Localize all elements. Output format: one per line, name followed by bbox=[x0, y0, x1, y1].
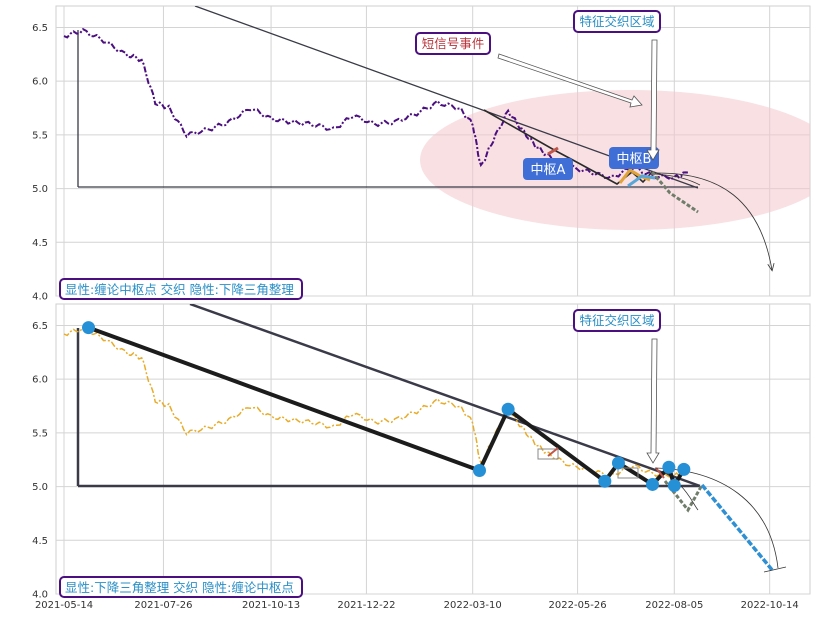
bottom-y-tick-label: 5.5 bbox=[32, 428, 48, 439]
bottom-x-ticks: 2021-05-14 2021-07-26 2021-10-13 2021-12-22… bbox=[35, 600, 799, 611]
top-price-line bbox=[63, 27, 688, 181]
bottom-projection-blue bbox=[700, 483, 775, 573]
bottom-zigzag-nodes bbox=[82, 321, 691, 493]
top-y-tick-label: 6.5 bbox=[32, 23, 48, 34]
zigzag-node bbox=[662, 460, 676, 474]
bottom-gridlines bbox=[56, 304, 810, 595]
zigzag-node bbox=[677, 462, 691, 476]
top-feature-zone-annotation: 特征交织区域 bbox=[573, 10, 661, 161]
pivot-b-box: 中枢B bbox=[609, 147, 659, 169]
top-projection-blue bbox=[627, 174, 656, 188]
top-y-tick-label: 5.5 bbox=[32, 130, 48, 141]
bottom-feature-zone-text: 特征交织区域 bbox=[579, 313, 654, 328]
top-feature-zone-arrow bbox=[646, 39, 660, 161]
bottom-feature-zone-annotation: 特征交织区域 bbox=[573, 309, 661, 464]
top-zigzag-overlay bbox=[483, 109, 653, 185]
bottom-y-tick-label: 5.0 bbox=[32, 482, 48, 493]
zigzag-node bbox=[82, 321, 96, 335]
x-tick-label: 2021-07-26 bbox=[134, 600, 192, 611]
bottom-plot-area bbox=[55, 303, 811, 595]
bottom-y-tick-label: 4.5 bbox=[32, 536, 48, 547]
x-tick-label: 2021-05-14 bbox=[35, 600, 93, 611]
bottom-y-ticks: 4.0 4.5 5.0 5.5 6.0 6.5 bbox=[32, 321, 48, 601]
x-tick-label: 2022-05-26 bbox=[549, 600, 607, 611]
x-tick-label: 2021-10-13 bbox=[242, 600, 300, 611]
top-projection-curve bbox=[654, 172, 772, 270]
zigzag-node bbox=[611, 456, 625, 470]
bottom-triangle-upper-line bbox=[189, 304, 701, 488]
bottom-price-line bbox=[63, 326, 688, 479]
bottom-panel-label-text: 显性:下降三角整理 交织 隐性:缠论中枢点 bbox=[65, 580, 294, 595]
x-tick-label: 2022-10-14 bbox=[741, 600, 799, 611]
top-panel-label: 显性:缠论中枢点 交织 隐性:下降三角整理 bbox=[59, 278, 303, 300]
top-panel-label-text: 显性:缠论中枢点 交织 隐性:下降三角整理 bbox=[65, 282, 294, 297]
bottom-small-box-a bbox=[537, 448, 559, 460]
bottom-small-box-b bbox=[617, 467, 639, 479]
short-signal-annotation: 短信号事件 bbox=[415, 32, 643, 108]
bottom-y-tick-label: 4.0 bbox=[32, 590, 48, 601]
x-tick-label: 2022-03-10 bbox=[444, 600, 502, 611]
zigzag-node bbox=[598, 474, 612, 488]
bottom-feature-zone-arrow bbox=[646, 338, 660, 464]
pivot-a-label: 中枢A bbox=[531, 163, 566, 178]
top-y-tick-label: 4.0 bbox=[32, 292, 48, 303]
top-y-ticks: 4.0 4.5 5.0 5.5 6.0 6.5 bbox=[32, 23, 48, 303]
zigzag-node bbox=[646, 477, 660, 491]
x-tick-label: 2021-12-22 bbox=[337, 600, 395, 611]
top-curve-arc bbox=[654, 173, 701, 186]
x-tick-label: 2022-08-05 bbox=[645, 600, 703, 611]
bottom-small-red-mark bbox=[547, 447, 559, 457]
top-feature-zone-text: 特征交织区域 bbox=[579, 14, 654, 29]
zigzag-node bbox=[501, 402, 515, 416]
bottom-panel-label: 显性:下降三角整理 交织 隐性:缠论中枢点 bbox=[59, 576, 303, 598]
pivot-b-label: 中枢B bbox=[617, 152, 652, 167]
top-panel: 4.0 4.5 5.0 5.5 6.0 6.5 中枢A 中枢B bbox=[32, 5, 811, 303]
bottom-small-red-mark-b bbox=[655, 467, 665, 479]
zigzag-node bbox=[667, 479, 681, 493]
zigzag-node bbox=[473, 463, 487, 477]
top-projection-colored bbox=[618, 168, 651, 184]
short-signal-text: 短信号事件 bbox=[422, 36, 485, 51]
bottom-projection-arc bbox=[679, 484, 699, 511]
pivot-a-box: 中枢A bbox=[523, 158, 573, 180]
bottom-y-tick-label: 6.0 bbox=[32, 375, 48, 386]
top-small-red-mark bbox=[547, 146, 559, 156]
bottom-projection-end-mark bbox=[763, 566, 787, 573]
bottom-y-tick-label: 6.5 bbox=[32, 321, 48, 332]
short-signal-arrow bbox=[497, 53, 643, 108]
top-y-tick-label: 5.0 bbox=[32, 184, 48, 195]
top-y-tick-label: 4.5 bbox=[32, 238, 48, 249]
bottom-panel: 4.04.55.05.56.06.5 2021-05-14 2021-07-26 2… bbox=[32, 303, 811, 611]
top-y-tick-label: 6.0 bbox=[32, 77, 48, 88]
top-projection-dashed bbox=[650, 171, 699, 214]
